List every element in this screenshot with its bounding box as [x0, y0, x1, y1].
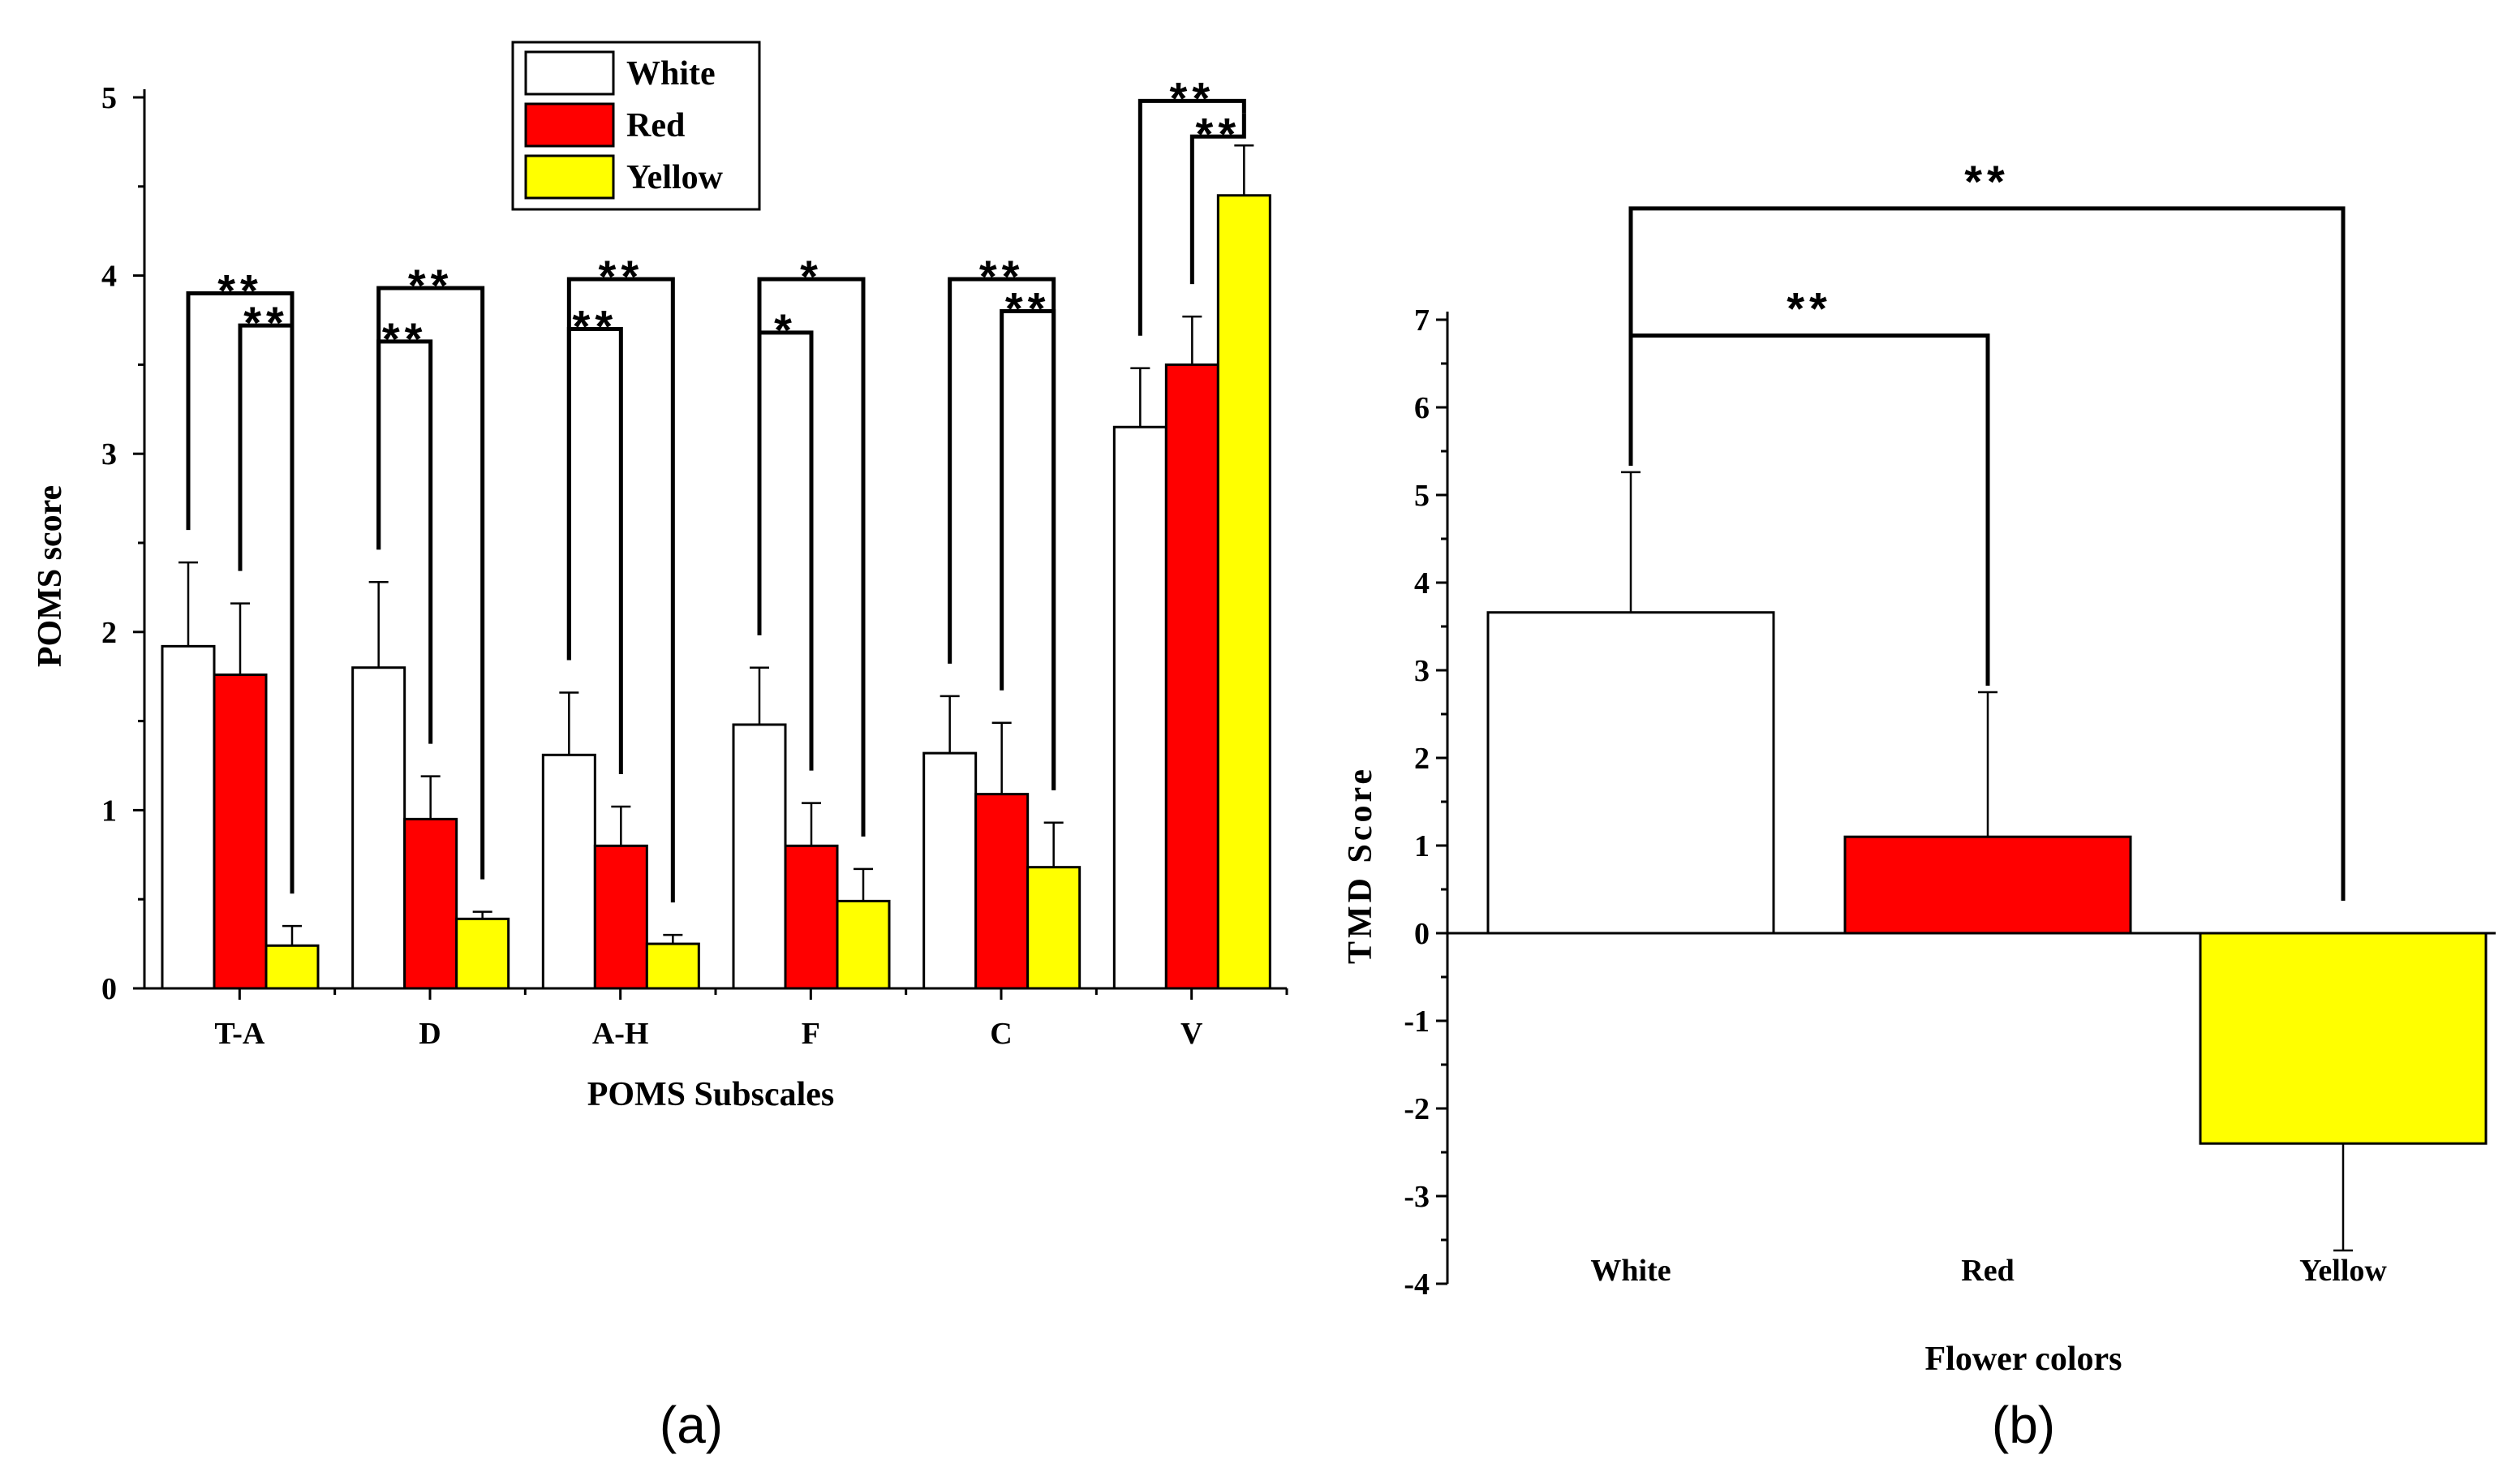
significance-bracket-a-5: [566, 326, 623, 775]
chart-b-significance: ** **: [1628, 156, 2346, 901]
bar-a-c-white: [922, 751, 978, 990]
y-tick-label-b-11: 7: [1414, 303, 1430, 338]
y-tick-label-b-8: 4: [1414, 566, 1430, 600]
y-tick-label-a-5: 5: [101, 81, 117, 115]
bar-a-v-red: [1164, 363, 1219, 990]
y-tick-label-b-10: 6: [1414, 391, 1430, 425]
y-tick-label-b-7: 3: [1414, 654, 1430, 688]
bar-b-white: [1486, 611, 1775, 935]
significance-label-b-0: **: [1964, 156, 2010, 207]
bar-a-d-white: [351, 666, 406, 990]
chart-a-y-axis-title: POMS score: [32, 485, 69, 667]
bar-a-c-red: [974, 793, 1030, 990]
panel-label-a: (a): [660, 1396, 723, 1454]
chart-a-x-axis-title: POMS Subscales: [587, 1076, 835, 1113]
bar-a-a-h-yellow: [645, 942, 700, 990]
bar-a-t-a-white: [161, 644, 216, 990]
panel-label-b: (b): [1992, 1396, 2055, 1454]
y-tick-label-b-2: -2: [1404, 1092, 1430, 1126]
bar-b-red: [1843, 835, 2132, 935]
y-tick-label-b-9: 5: [1414, 479, 1430, 513]
chart-a-significance: **********************: [186, 72, 1246, 903]
chart-a-legend: White Red Yellow: [511, 41, 761, 211]
y-tick-label-a-1: 1: [101, 794, 117, 828]
significance-label-a-3: **: [382, 313, 428, 364]
significance-label-a-11: **: [1196, 108, 1241, 159]
significance-bracket-b-1: [1628, 333, 1990, 686]
legend-label-yellow: Yellow: [626, 159, 724, 196]
x-tick-label-b-yellow: Yellow: [2299, 1254, 2387, 1288]
significance-bracket-a-11: [1189, 113, 1246, 285]
y-tick-label-b-3: -1: [1404, 1005, 1430, 1039]
bar-a-v-yellow: [1216, 194, 1271, 990]
x-tick-label-b-red: Red: [1961, 1254, 2014, 1288]
significance-label-a-8: **: [979, 251, 1025, 302]
y-tick-label-b-5: 1: [1414, 829, 1430, 863]
bar-a-d-yellow: [455, 917, 510, 990]
bar-a-t-a-red: [213, 674, 268, 990]
bar-a-c-yellow: [1026, 866, 1082, 990]
significance-label-a-7: *: [774, 304, 797, 355]
legend-swatch-yellow: [524, 154, 615, 200]
x-tick-label-a-c: C: [990, 1017, 1012, 1051]
y-tick-label-a-3: 3: [101, 437, 117, 471]
y-tick-label-b-4: 0: [1414, 917, 1430, 951]
significance-bracket-a-7: [757, 330, 814, 771]
bar-a-f-yellow: [836, 899, 891, 990]
x-tick-label-a-v: V: [1180, 1017, 1203, 1051]
x-tick-label-a-f: F: [802, 1017, 820, 1051]
significance-label-a-5: **: [573, 300, 618, 351]
legend-swatch-white: [524, 50, 615, 96]
chart-b-axes: -4 -3 -2 -1 0 1 2 3 4 5 6 7 White Red Yellow: [1404, 303, 2496, 1302]
chart-b: ** ** -4 -3 -2 -1 0 1 2 3 4 5 6 7 White Red Yellow TMD …: [1342, 156, 2496, 1454]
y-tick-label-a-2: 2: [101, 616, 117, 650]
significance-bracket-a-9: [1000, 309, 1056, 790]
legend-label-white: White: [626, 55, 716, 93]
x-tick-label-a-d: D: [419, 1017, 441, 1051]
significance-bracket-a-10: [1137, 98, 1246, 336]
y-tick-label-b-0: -4: [1404, 1268, 1430, 1302]
bar-a-d-red: [403, 817, 458, 990]
bar-a-f-white: [732, 723, 787, 990]
bar-a-v-white: [1112, 425, 1168, 990]
significance-bracket-a-1: [238, 323, 295, 894]
significance-label-a-10: **: [1170, 72, 1215, 123]
bar-a-f-red: [784, 844, 839, 990]
significance-label-a-9: **: [1005, 283, 1051, 334]
x-tick-label-b-white: White: [1590, 1254, 1671, 1288]
chart-b-error-bars: [1621, 471, 2353, 1252]
significance-label-a-2: **: [408, 260, 454, 311]
chart-b-y-axis-title: TMD Score: [1342, 766, 1379, 964]
significance-label-a-4: **: [599, 251, 644, 302]
significance-label-a-1: **: [243, 297, 289, 348]
bar-a-a-h-white: [541, 753, 596, 990]
y-tick-label-b-1: -3: [1404, 1180, 1430, 1214]
significance-label-b-1: **: [1787, 282, 1832, 334]
chart-b-x-axis-title: Flower colors: [1925, 1341, 2122, 1378]
x-tick-label-a-t-a: T-A: [214, 1017, 265, 1051]
chart-a-bars: [161, 194, 1271, 990]
significance-label-a-6: *: [800, 251, 823, 302]
significance-label-a-0: **: [217, 265, 263, 316]
legend-label-red: Red: [626, 107, 685, 144]
x-tick-label-a-a-h: A-H: [592, 1017, 649, 1051]
chart-a-error-bars: [178, 144, 1254, 946]
chart-a-axes: 0 1 2 3 4 5 T-A D A-H F C V: [101, 81, 1288, 1051]
y-tick-label-b-6: 2: [1414, 742, 1430, 776]
bar-a-t-a-yellow: [264, 944, 320, 990]
significance-bracket-a-3: [376, 339, 433, 744]
legend-swatch-red: [524, 102, 615, 148]
bar-b-yellow: [2199, 932, 2488, 1145]
y-tick-label-a-0: 0: [101, 972, 117, 1006]
bar-a-a-h-red: [593, 844, 648, 990]
y-tick-label-a-4: 4: [101, 260, 117, 294]
